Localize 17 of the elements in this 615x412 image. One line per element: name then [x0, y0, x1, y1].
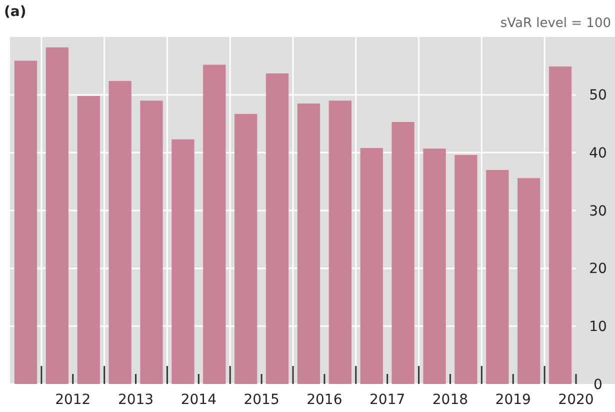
x-tick-label: 2018: [432, 392, 468, 408]
text: sVaR level = 100: [500, 16, 611, 31]
x-tick-label: 2014: [180, 392, 217, 408]
x-tick-label: 2017: [370, 392, 406, 408]
x-tick-label: 2016: [306, 392, 342, 408]
x-tick-label: 2013: [118, 392, 154, 408]
x-tick-label: 2012: [55, 392, 91, 408]
y-tick-label: 10: [589, 319, 607, 336]
x-tick-label: 2015: [244, 392, 280, 408]
y-tick-label: 40: [589, 146, 607, 162]
y-tick-label: 50: [589, 88, 607, 104]
y-tick-label: 20: [589, 261, 607, 278]
x-tick-label: 2020: [558, 392, 594, 408]
chart-title: (a): [4, 4, 26, 20]
y-tick-label: 30: [589, 203, 607, 220]
y-tick-label: 0: [594, 376, 602, 393]
x-tick-label: 2019: [495, 392, 531, 408]
